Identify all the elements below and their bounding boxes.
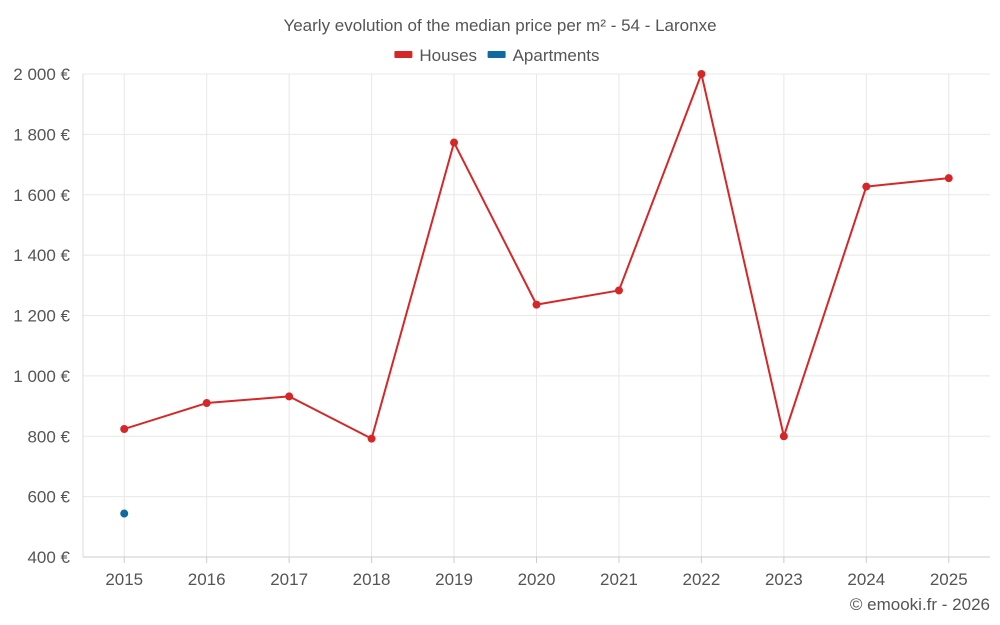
x-tick-label: 2016 [188, 570, 226, 589]
y-tick-label: 800 € [27, 427, 70, 446]
x-tick-label: 2024 [847, 570, 885, 589]
houses-point [120, 425, 129, 434]
x-tick-label: 2022 [682, 570, 720, 589]
x-tick-label: 2020 [518, 570, 556, 589]
y-axis: 400 € 600 € 800 € 1 000 € 1 200 € 1 400 € 1 60… [13, 65, 70, 567]
x-tick-label: 2025 [930, 570, 968, 589]
y-tick-label: 1 200 € [13, 307, 70, 326]
houses-point [779, 432, 788, 441]
grid [82, 73, 990, 558]
legend-label-apartments: Apartments [513, 46, 600, 65]
houses-point [944, 174, 953, 183]
x-tick-label: 2019 [435, 570, 473, 589]
legend-swatch-apartments [487, 51, 506, 58]
y-tick-label: 400 € [27, 548, 70, 567]
legend-label-houses: Houses [419, 46, 477, 65]
y-tick-label: 1 000 € [13, 367, 70, 386]
y-tick-label: 1 400 € [13, 246, 70, 265]
houses-point [367, 434, 376, 443]
plot-area [120, 70, 953, 518]
houses-point [285, 392, 294, 401]
x-tick-label: 2017 [270, 570, 308, 589]
chart-title: Yearly evolution of the median price per… [283, 16, 716, 35]
y-tick-label: 1 800 € [13, 125, 70, 144]
houses-point [532, 300, 541, 309]
x-tick-label: 2018 [353, 570, 391, 589]
x-tick-label: 2023 [765, 570, 803, 589]
x-tick-label: 2021 [600, 570, 638, 589]
y-tick-label: 2 000 € [13, 65, 70, 84]
y-tick-label: 600 € [27, 488, 70, 507]
credit-text: © emooki.fr - 2026 [850, 595, 990, 614]
houses-point [862, 182, 871, 191]
houses-point [202, 399, 211, 408]
legend: Houses Apartments [394, 46, 600, 65]
y-tick-label: 1 600 € [13, 186, 70, 205]
x-axis: 2015 2016 2017 2018 2019 2020 2021 2022 2023 2024… [105, 557, 968, 589]
legend-swatch-houses [394, 51, 413, 58]
apartments-point [120, 509, 129, 518]
x-tick-label: 2015 [105, 570, 143, 589]
houses-point [614, 286, 623, 295]
houses-point [697, 70, 706, 78]
houses-point [450, 138, 459, 147]
